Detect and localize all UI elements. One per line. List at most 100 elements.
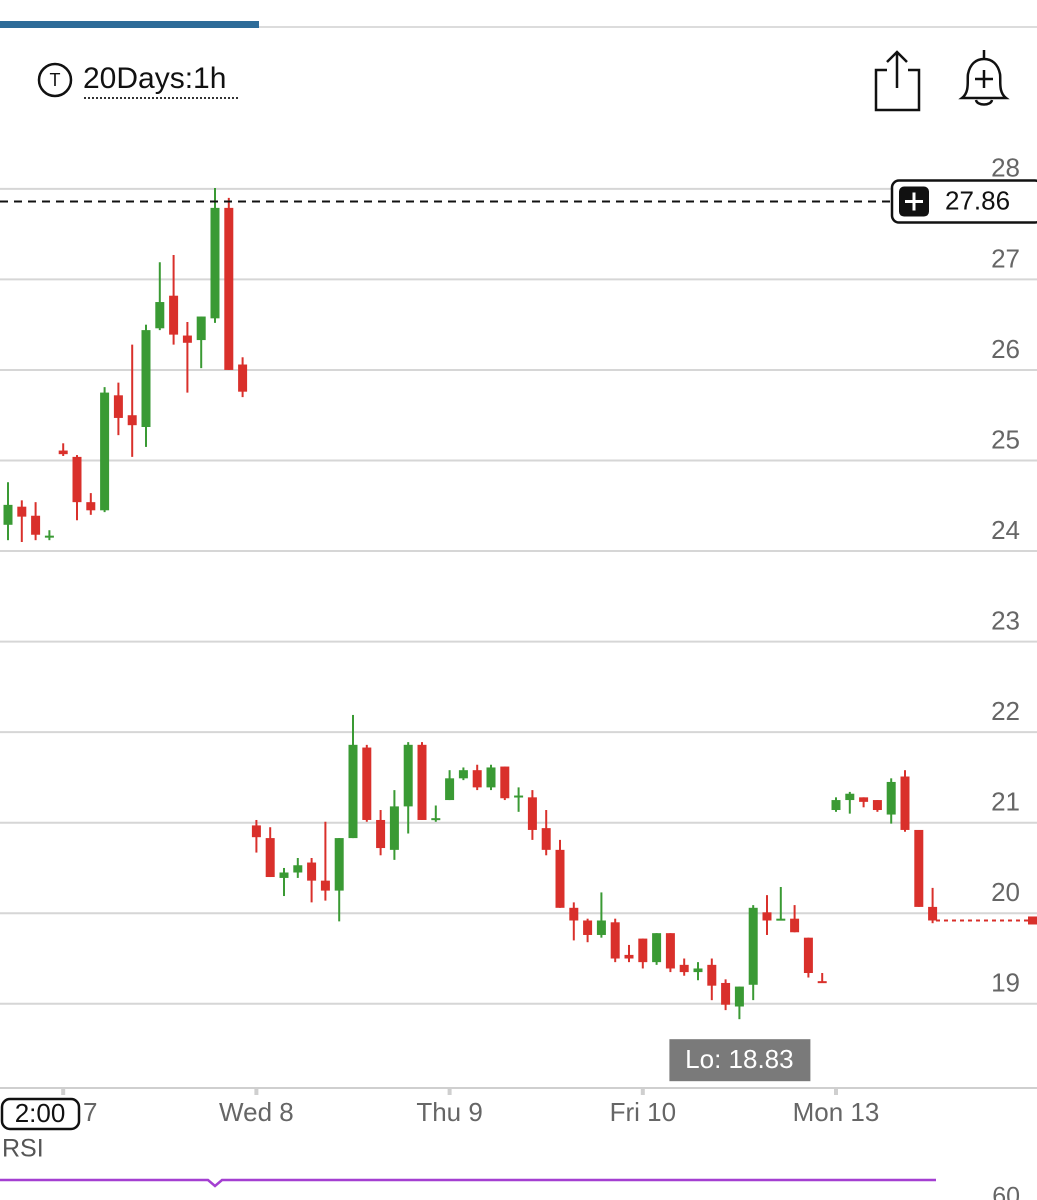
candle-body	[431, 818, 441, 821]
candle-body	[334, 838, 344, 891]
candle-body	[500, 766, 510, 799]
share-button[interactable]	[874, 50, 921, 112]
candle-body	[458, 770, 468, 779]
candle-body	[652, 933, 662, 963]
y-tick-label: 24	[991, 515, 1020, 545]
candle-body	[196, 316, 206, 341]
last-price-marker	[1028, 916, 1037, 925]
candle-body	[362, 747, 372, 820]
alert-button[interactable]	[958, 50, 1010, 106]
y-tick-label: 27	[991, 243, 1020, 273]
low-marker-label: Lo: 18.83	[685, 1044, 793, 1074]
candle-body	[817, 981, 827, 984]
candle-body	[472, 770, 482, 788]
y-tick-label: 23	[991, 605, 1020, 635]
crosshair-price-label: 27.86	[945, 185, 1010, 215]
y-tick-label: 22	[991, 696, 1020, 726]
progress-bar	[0, 21, 259, 28]
candle-body	[486, 767, 496, 788]
candle-body	[376, 819, 386, 849]
share-arrow	[886, 50, 908, 88]
y-tick-label: 20	[991, 877, 1020, 907]
candle-body	[293, 865, 303, 873]
candle-body	[127, 415, 137, 426]
candle-body	[389, 806, 399, 850]
candle-body	[348, 744, 358, 839]
candle-body	[3, 504, 13, 525]
x-tick-label: Fri 10	[610, 1097, 676, 1127]
rsi-tick-label: 60	[992, 1183, 1020, 1200]
candle-body	[86, 502, 96, 511]
candle-body	[872, 800, 882, 811]
x-tick-label: Mon 13	[793, 1097, 880, 1127]
candle-body	[914, 829, 924, 907]
candle-body	[403, 744, 413, 807]
candle-body	[624, 954, 634, 959]
share-box	[874, 68, 921, 112]
candle-body	[141, 330, 151, 427]
candle-body	[417, 744, 427, 820]
candle-body	[679, 964, 689, 973]
candle-body	[169, 295, 179, 335]
candle-body	[693, 968, 703, 973]
candle-body	[665, 933, 675, 969]
interval-button[interactable]: 20Days:1h	[83, 62, 240, 99]
symbol-button[interactable]: T	[37, 62, 73, 98]
candle-body	[307, 862, 317, 881]
candle-body	[721, 982, 731, 1005]
candle-body	[238, 364, 248, 392]
candle-body	[831, 800, 841, 811]
y-tick-label: 26	[991, 334, 1020, 364]
candle-body	[155, 302, 165, 329]
candle-body	[72, 456, 82, 503]
bell-icon	[958, 50, 1010, 106]
candle-body	[224, 207, 234, 370]
candle-body	[638, 938, 648, 963]
candle-body	[182, 335, 192, 343]
candle-body	[762, 912, 772, 921]
candle-body	[748, 907, 758, 985]
candle-body	[320, 880, 330, 891]
candle-body	[58, 450, 68, 455]
candle-body	[17, 506, 27, 517]
candle-body	[845, 793, 855, 801]
candle-body	[569, 907, 579, 921]
candle-body	[859, 797, 869, 802]
candle-body	[596, 920, 606, 935]
candle-body	[803, 937, 813, 974]
low-marker-box	[669, 1039, 811, 1082]
candle-body	[31, 515, 41, 535]
candle-body	[583, 920, 593, 935]
candle-body	[886, 781, 896, 815]
candle-body	[113, 395, 123, 418]
candle-body	[279, 872, 289, 878]
rsi-line	[0, 1178, 936, 1188]
candle-body	[610, 922, 620, 959]
candle-body	[44, 535, 54, 538]
y-tick-label: 19	[991, 968, 1020, 998]
candle-body	[541, 828, 551, 850]
candle-body	[265, 838, 275, 878]
candle-body	[900, 776, 910, 830]
x-tick-label: Thu 9	[416, 1097, 483, 1127]
interval-label: 20Days:1h	[83, 62, 226, 95]
bell-plus	[975, 70, 993, 88]
candle-body	[445, 778, 455, 801]
x-tick-label: 7	[83, 1097, 97, 1127]
candle-body	[928, 906, 938, 921]
y-tick-label: 25	[991, 424, 1020, 454]
symbol-icon-letter: T	[50, 70, 61, 90]
candle-body	[251, 825, 261, 838]
y-tick-label: 21	[991, 787, 1020, 817]
candle-body	[100, 392, 110, 511]
crosshair-time-box	[0, 1097, 81, 1131]
candle-body	[514, 795, 524, 798]
candle-body	[555, 849, 565, 908]
crosshair-time-label: 2:00	[15, 1098, 66, 1128]
candle-body	[790, 918, 800, 933]
crosshair-plus	[905, 192, 923, 211]
candle-body	[527, 797, 537, 830]
